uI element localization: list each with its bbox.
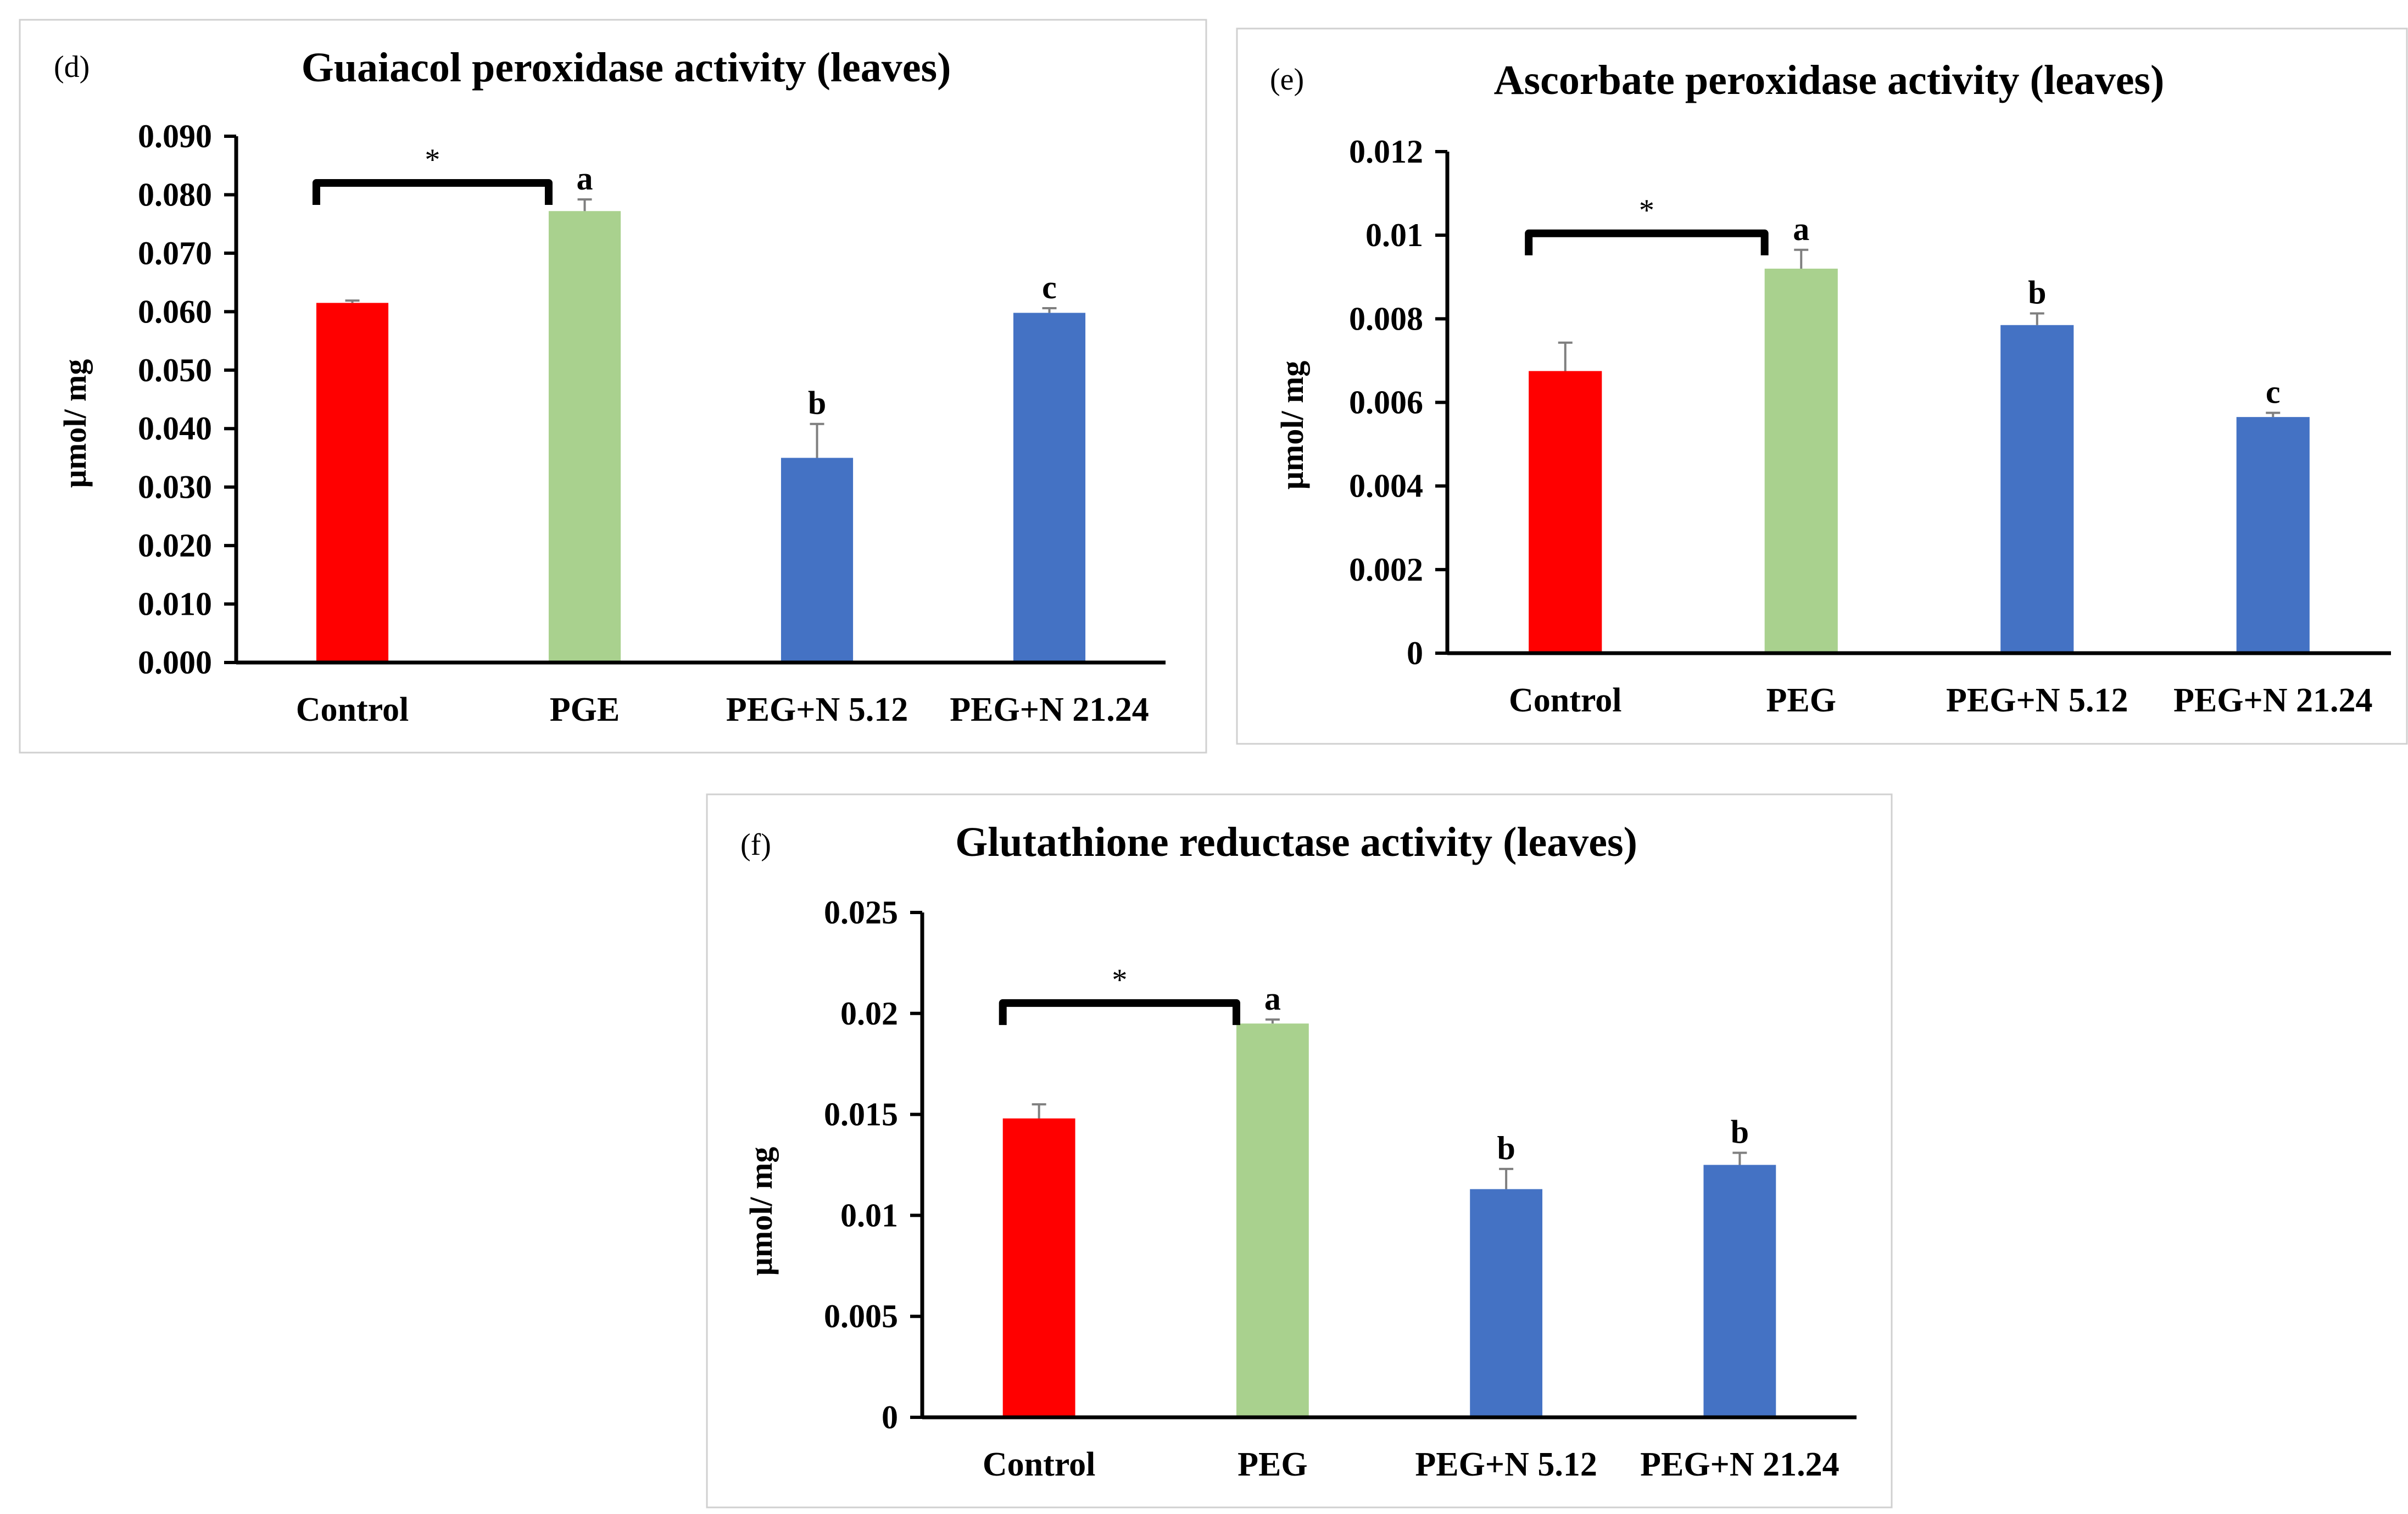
y-tick-label: 0.060: [138, 293, 212, 330]
bar: [1703, 1165, 1776, 1417]
bar: [1470, 1189, 1543, 1417]
bar: [2000, 325, 2074, 653]
y-tick-label: 0.006: [1349, 385, 1423, 421]
y-tick-label: 0.02: [840, 995, 898, 1032]
y-tick-label: 0.040: [138, 410, 212, 447]
bar: [781, 458, 854, 663]
significance-letter: b: [1497, 1130, 1515, 1166]
y-tick-label: 0.01: [1365, 217, 1423, 253]
panel-d: (d) Guaiacol peroxidase activity (leaves…: [19, 19, 1207, 754]
panel-f: (f) Glutathione reductase activity (leav…: [706, 793, 1893, 1509]
y-tick-label: 0: [1407, 635, 1423, 671]
y-tick-label: 0: [882, 1399, 898, 1435]
significance-letter: c: [1042, 269, 1057, 305]
y-tick-label: 0.008: [1349, 300, 1423, 337]
category-label: PEG+N 21.24: [1640, 1446, 1840, 1483]
category-label: Control: [296, 691, 409, 728]
significance-letter: a: [577, 160, 593, 197]
y-tick-label: 0.025: [824, 894, 898, 931]
bar: [1529, 371, 1602, 653]
category-label: PGE: [550, 691, 620, 728]
panel-f-y-axis-title: µmol/ mg: [743, 1147, 779, 1276]
panel-f-plot: 0 0.005 0.01 0.015 0.02 0.025 Control a PEG b PEG+…: [824, 894, 1857, 1483]
category-label: PEG+N 21.24: [2173, 682, 2373, 719]
bar: [316, 303, 389, 663]
significance-letter: b: [2028, 274, 2046, 310]
y-tick-label: 0.015: [824, 1096, 898, 1133]
bar: [1002, 1118, 1075, 1417]
significance-letter: b: [808, 385, 826, 421]
y-tick-label: 0.080: [138, 176, 212, 213]
y-tick-label: 0.030: [138, 469, 212, 505]
panel-f-title: Glutathione reductase activity (leaves): [955, 819, 1637, 865]
category-label: PEG: [1766, 682, 1836, 719]
significance-letter: b: [1731, 1114, 1749, 1150]
panel-d-y-axis-title: µmol/ mg: [57, 359, 93, 488]
category-label: PEG+N 5.12: [1946, 682, 2128, 719]
category-label: PEG: [1238, 1446, 1307, 1483]
panel-e-title: Ascorbate peroxidase activity (leaves): [1494, 57, 2165, 103]
bar: [1013, 313, 1086, 663]
y-tick-label: 0.010: [138, 586, 212, 622]
category-label: PEG+N 21.24: [950, 691, 1149, 728]
significance-star: *: [1639, 193, 1654, 227]
significance-star: *: [1112, 963, 1127, 997]
significance-star: *: [425, 143, 440, 177]
panel-f-tag: (f): [740, 828, 771, 862]
bar: [2236, 417, 2310, 653]
bar: [1764, 269, 1838, 653]
category-label: Control: [1509, 682, 1622, 719]
y-tick-label: 0.020: [138, 527, 212, 564]
y-tick-label: 0.050: [138, 352, 212, 388]
y-tick-label: 0.012: [1349, 133, 1423, 170]
bar: [548, 211, 621, 663]
significance-letter: a: [1793, 211, 1809, 247]
y-tick-label: 0.000: [138, 644, 212, 681]
y-tick-label: 0.004: [1349, 468, 1423, 504]
panel-e-tag: (e): [1270, 63, 1304, 97]
panel-d-title: Guaiacol peroxidase activity (leaves): [302, 44, 951, 91]
significance-bracket: [312, 179, 553, 205]
panel-e-y-axis-title: µmol/ mg: [1274, 361, 1310, 490]
panel-e: (e) Ascorbate peroxidase activity (leave…: [1236, 27, 2408, 745]
y-tick-label: 0.002: [1349, 552, 1423, 588]
panel-d-plot: 0.000 0.010 0.020 0.030 0.040 0.050 0.060 0.070…: [138, 118, 1166, 728]
y-tick-label: 0.070: [138, 235, 212, 271]
panel-e-plot: 0 0.002 0.004 0.006 0.008 0.01 0.012 Control a PE…: [1349, 133, 2391, 719]
significance-bracket: [1525, 229, 1769, 255]
category-label: PEG+N 5.12: [1415, 1446, 1597, 1483]
significance-bracket: [999, 999, 1240, 1025]
bar: [1236, 1023, 1309, 1417]
category-label: PEG+N 5.12: [726, 691, 908, 728]
y-tick-label: 0.01: [840, 1197, 898, 1233]
panel-d-tag: (d): [54, 50, 90, 84]
significance-letter: a: [1264, 981, 1281, 1017]
category-label: Control: [983, 1446, 1096, 1483]
y-tick-label: 0.090: [138, 118, 212, 154]
y-tick-label: 0.005: [824, 1298, 898, 1334]
significance-letter: c: [2266, 374, 2281, 410]
